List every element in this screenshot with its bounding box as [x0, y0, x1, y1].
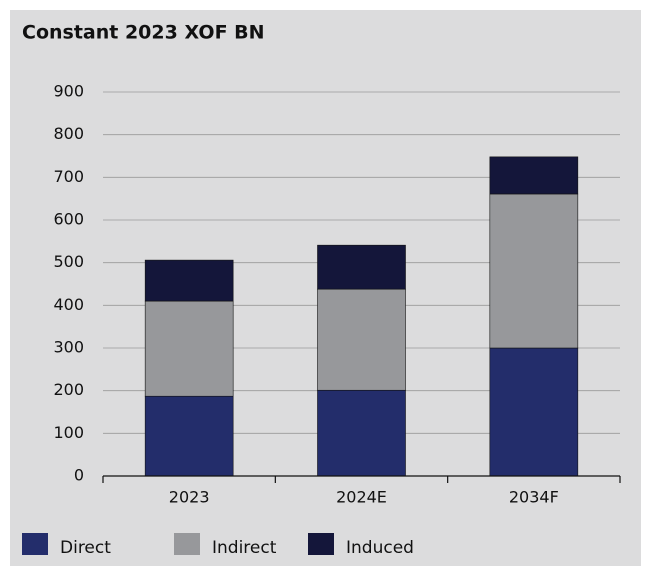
y-tick-label: 400 — [53, 295, 84, 314]
legend-label: Indirect — [212, 538, 277, 558]
bar-segment — [489, 156, 579, 195]
y-tick-label: 600 — [53, 210, 84, 229]
y-tick-label: 700 — [53, 167, 84, 186]
y-tick-label: 0 — [74, 466, 84, 485]
bar-segment — [317, 244, 406, 290]
legend-swatch — [308, 533, 334, 555]
y-tick-label: 800 — [53, 124, 84, 143]
bar-segment — [144, 300, 234, 397]
legend-label: Direct — [60, 538, 111, 558]
bar-segment — [144, 395, 234, 477]
chart-title: Constant 2023 XOF BN — [22, 22, 265, 44]
x-tick-label: 2023 — [169, 488, 210, 507]
bar-segment — [317, 288, 406, 391]
bar-segment — [489, 347, 579, 477]
bar-segment — [317, 389, 406, 477]
y-tick-label: 300 — [53, 338, 84, 357]
legend-swatch — [174, 533, 200, 555]
bar-segment — [144, 259, 234, 302]
legend-swatch — [22, 533, 48, 555]
y-tick-label: 900 — [53, 82, 84, 101]
y-tick-label: 500 — [53, 252, 84, 271]
bar-segment — [489, 193, 579, 349]
x-tick-label: 2034F — [509, 488, 559, 507]
y-tick-label: 200 — [53, 380, 84, 399]
y-tick-label: 100 — [53, 423, 84, 442]
legend-label: Induced — [346, 538, 414, 558]
x-tick-label: 2024E — [336, 488, 387, 507]
